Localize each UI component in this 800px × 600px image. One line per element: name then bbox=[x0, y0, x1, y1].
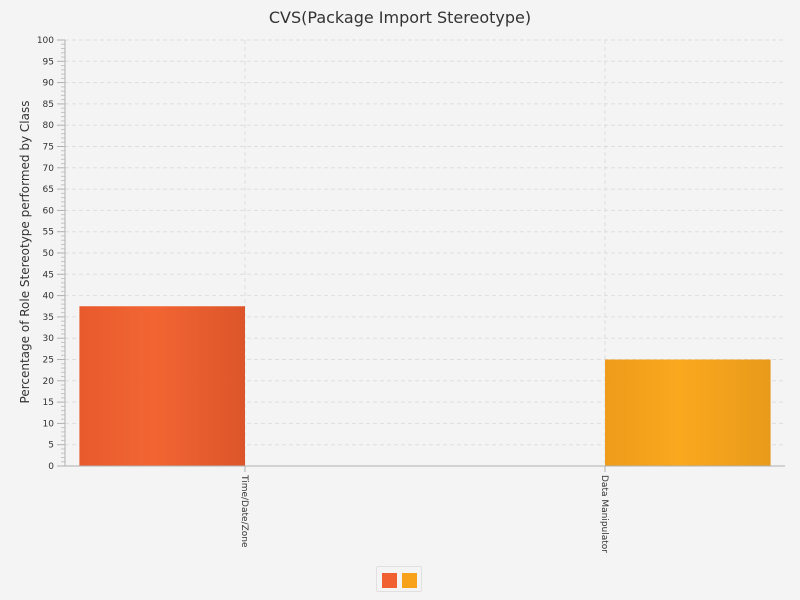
bar-layer bbox=[79, 306, 771, 466]
legend bbox=[376, 566, 422, 592]
y-tick-label: 100 bbox=[37, 36, 54, 46]
y-tick-label: 10 bbox=[43, 419, 55, 429]
y-tick-label: 80 bbox=[43, 121, 55, 131]
y-tick-label: 5 bbox=[48, 441, 54, 451]
legend-swatch-series-2 bbox=[402, 573, 417, 588]
y-tick-label: 15 bbox=[43, 398, 54, 408]
y-tick-label: 70 bbox=[43, 164, 55, 174]
y-tick-label: 90 bbox=[43, 79, 55, 89]
y-tick-label: 55 bbox=[43, 228, 54, 238]
y-tick-label: 60 bbox=[43, 206, 55, 216]
y-tick-label: 45 bbox=[43, 270, 54, 280]
y-tick-label: 40 bbox=[43, 292, 55, 302]
y-tick-label: 50 bbox=[43, 249, 55, 259]
y-tick-label: 0 bbox=[48, 462, 54, 472]
y-tick-label: 30 bbox=[43, 334, 55, 344]
y-tick-label: 25 bbox=[43, 356, 54, 366]
y-tick-label: 75 bbox=[43, 143, 54, 153]
x-category-label: Time/Date/Zone bbox=[239, 474, 249, 548]
y-tick-label: 65 bbox=[43, 185, 54, 195]
y-tick-label: 20 bbox=[43, 377, 55, 387]
chart-title: CVS(Package Import Stereotype) bbox=[268, 8, 532, 27]
y-tick-label: 95 bbox=[43, 57, 54, 67]
y-tick-label: 35 bbox=[43, 313, 54, 323]
bar-2-2 bbox=[605, 359, 771, 466]
bar-1-1 bbox=[79, 306, 246, 466]
axis-layer: 0 5 10 15 20 25 30 35 40 45 50 55 60 65 70 75 80 85 90 95 10… bbox=[37, 36, 785, 553]
legend-swatch-series-1 bbox=[382, 573, 397, 588]
x-category-label: Data Manipulator bbox=[599, 475, 609, 553]
y-tick-label: 85 bbox=[43, 100, 54, 110]
